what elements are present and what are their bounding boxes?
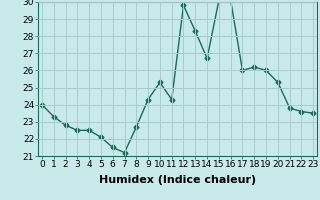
X-axis label: Humidex (Indice chaleur): Humidex (Indice chaleur) — [99, 175, 256, 185]
